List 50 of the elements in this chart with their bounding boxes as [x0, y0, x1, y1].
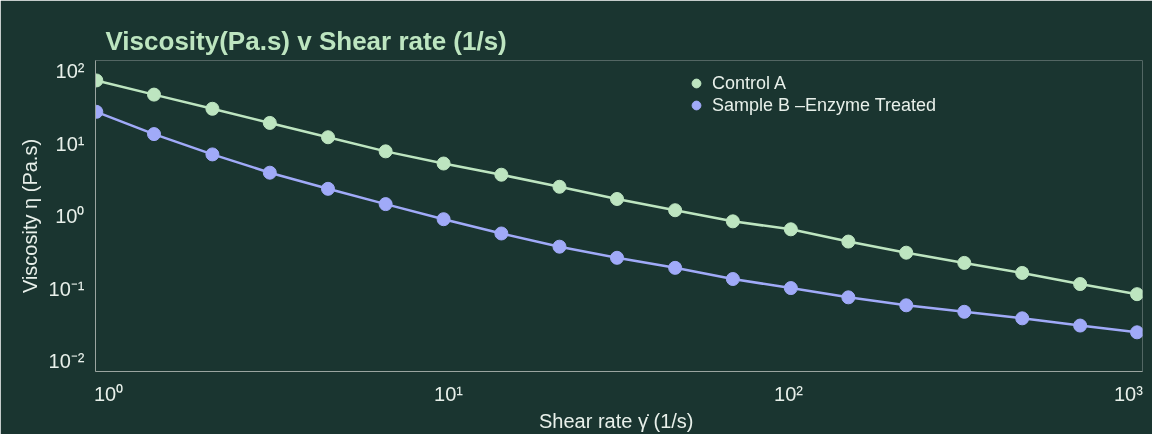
point — [321, 181, 336, 196]
point — [262, 165, 277, 180]
point — [899, 245, 914, 260]
point — [610, 192, 625, 206]
point — [494, 167, 509, 182]
point — [262, 115, 277, 130]
point — [147, 87, 162, 102]
point — [1073, 277, 1088, 292]
point — [1015, 265, 1030, 280]
point — [1015, 311, 1030, 326]
point — [725, 272, 740, 287]
point — [436, 156, 451, 171]
y-tick-label: 10¹ — [55, 132, 85, 155]
point — [841, 290, 856, 305]
y-tick-label: 10⁻² — [48, 350, 85, 373]
legend-label: Sample B –Enzyme Treated — [712, 94, 937, 116]
point — [783, 222, 798, 237]
point — [552, 239, 567, 254]
x-tick-label: 10¹ — [434, 382, 464, 405]
point — [205, 147, 220, 162]
point — [147, 127, 162, 142]
point — [1073, 318, 1088, 333]
point — [899, 298, 914, 313]
legend-label: Control A — [712, 72, 787, 94]
x-tick-label: 10² — [774, 382, 804, 405]
point — [783, 281, 798, 296]
chart-title: Viscosity(Pa.s) v Shear rate (1/s) — [105, 25, 507, 56]
point — [957, 304, 972, 319]
point — [494, 226, 509, 241]
point — [552, 179, 567, 194]
y-tick-label: 10² — [55, 60, 85, 83]
y-tick-label: 10⁰ — [55, 205, 85, 228]
point — [841, 234, 856, 249]
point — [668, 260, 683, 275]
x-tick-label: 10⁰ — [93, 382, 124, 405]
point — [378, 197, 393, 212]
point — [1130, 287, 1143, 302]
point — [725, 214, 740, 229]
x-axis-title: Shear rate γ̇ (1/s) — [538, 409, 694, 432]
point — [378, 144, 393, 159]
x-tick-label: 10³ — [1113, 382, 1144, 405]
point — [610, 250, 625, 265]
point — [205, 101, 220, 116]
point — [1130, 325, 1143, 340]
point — [321, 130, 336, 145]
point — [957, 255, 972, 270]
point — [668, 203, 683, 218]
y-tick-label: 10⁻¹ — [48, 277, 85, 300]
point — [436, 212, 451, 227]
y-axis-title: Viscosity η (Pa.s) — [18, 138, 41, 294]
